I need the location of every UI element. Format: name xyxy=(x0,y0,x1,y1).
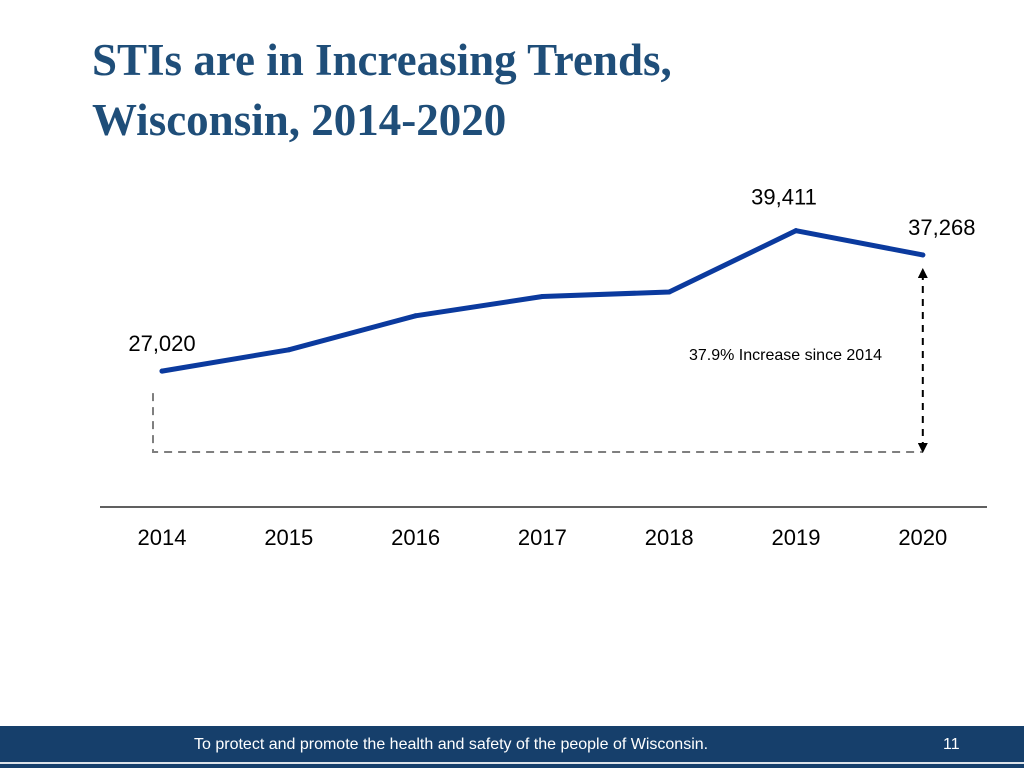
x-tick-label-2018: 2018 xyxy=(645,525,694,550)
data-point-2016 xyxy=(413,313,419,319)
slide-title: STIs are in Increasing Trends, Wisconsin… xyxy=(92,30,972,150)
data-point-2017 xyxy=(539,294,545,300)
x-tick-label-2019: 2019 xyxy=(772,525,821,550)
page-number: 11 xyxy=(943,736,960,753)
line-chart: 2014 2015 2016 2017 2018 2019 2020 27,020 39,411… xyxy=(100,185,987,550)
data-point-2015 xyxy=(286,347,292,353)
footer-tagline: To protect and promote the health and sa… xyxy=(194,736,709,753)
data-point-2019 xyxy=(793,228,799,234)
x-tick-label-2014: 2014 xyxy=(138,525,187,550)
data-label-2014: 27,020 xyxy=(128,331,195,356)
footer-bar xyxy=(0,726,1024,768)
data-label-2020: 37,268 xyxy=(908,215,975,240)
slide-title-line-1: STIs are in Increasing Trends, xyxy=(92,35,672,85)
slide-title-line-2: Wisconsin, 2014-2020 xyxy=(92,95,507,145)
data-label-2019: 39,411 xyxy=(751,185,817,210)
x-tick-label-2015: 2015 xyxy=(264,525,313,550)
footer-divider-top xyxy=(0,721,1024,723)
increase-annotation: 37.9% Increase since 2014 xyxy=(689,347,882,364)
x-tick-label-2016: 2016 xyxy=(391,525,440,550)
data-point-2014 xyxy=(159,368,165,374)
baseline-dashed-bracket xyxy=(152,393,923,453)
x-tick-label-2017: 2017 xyxy=(518,525,567,550)
x-tick-label-2020: 2020 xyxy=(898,525,947,550)
data-point-2018 xyxy=(666,289,672,295)
data-point-2020 xyxy=(920,252,926,258)
footer-divider-bottom xyxy=(0,762,1024,764)
